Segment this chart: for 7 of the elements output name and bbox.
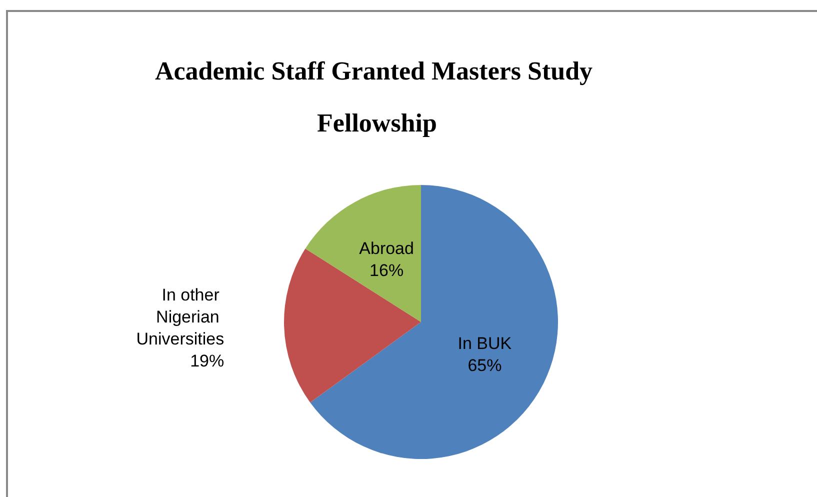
slice-label: Abroad bbox=[359, 238, 414, 258]
slice-label: In other Nigerian Universities bbox=[136, 286, 224, 349]
data-label: 65% bbox=[468, 356, 502, 375]
slice-label: In BUK bbox=[458, 334, 512, 353]
chart-title: Academic Staff Granted Masters Study Fellowship bbox=[154, 56, 600, 138]
data-label: 19% bbox=[190, 352, 224, 371]
data-label: 16% bbox=[370, 260, 404, 280]
